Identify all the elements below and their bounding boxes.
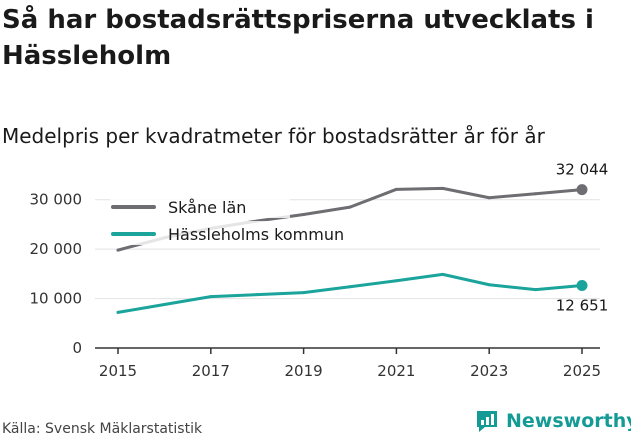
data-point (534, 192, 538, 196)
series-end-label: 12 651 (556, 296, 609, 314)
series-end-marker-0 (576, 184, 588, 196)
series-line-1 (116, 272, 584, 314)
data-point (348, 285, 352, 289)
chart-subtitle: Medelpris per kvadratmeter för bostadsrä… (2, 124, 545, 148)
data-point (394, 279, 398, 283)
legend-label: Skåne län (168, 198, 246, 217)
series-end-marker-1 (576, 279, 588, 291)
data-point (441, 272, 445, 276)
x-tick-label: 2025 (563, 362, 601, 380)
x-tick-label: 2017 (192, 362, 230, 380)
y-tick-label: 20 000 (30, 240, 83, 258)
brand-name: Newsworthy (506, 410, 631, 432)
source-note: Källa: Svensk Mäklarstatistik (2, 421, 203, 437)
x-tick-label: 2021 (377, 362, 415, 380)
data-point (302, 213, 306, 217)
newsworthy-logo-icon (477, 411, 497, 432)
data-point (487, 283, 491, 287)
x-tick-label: 2019 (285, 362, 323, 380)
data-point (302, 291, 306, 295)
data-point (394, 187, 398, 191)
x-tick-label: 2015 (99, 362, 137, 380)
legend-label: Hässleholms kommun (168, 225, 344, 244)
y-tick-label: 10 000 (30, 290, 83, 308)
brand-logo: Newsworthy (474, 408, 631, 434)
data-point (487, 196, 491, 200)
series-end-label: 32 044 (556, 161, 609, 179)
data-point (534, 288, 538, 292)
data-point (348, 205, 352, 209)
data-point (255, 293, 259, 297)
x-tick-label: 2023 (470, 362, 508, 380)
data-point (116, 310, 120, 314)
y-tick-label: 30 000 (30, 191, 83, 209)
data-point (162, 303, 166, 307)
data-point (441, 186, 445, 190)
data-point (116, 248, 120, 252)
data-point (209, 295, 213, 299)
y-tick-label: 0 (72, 339, 82, 357)
chart-title: Så har bostadsrättspriserna utvecklats i… (2, 5, 594, 71)
